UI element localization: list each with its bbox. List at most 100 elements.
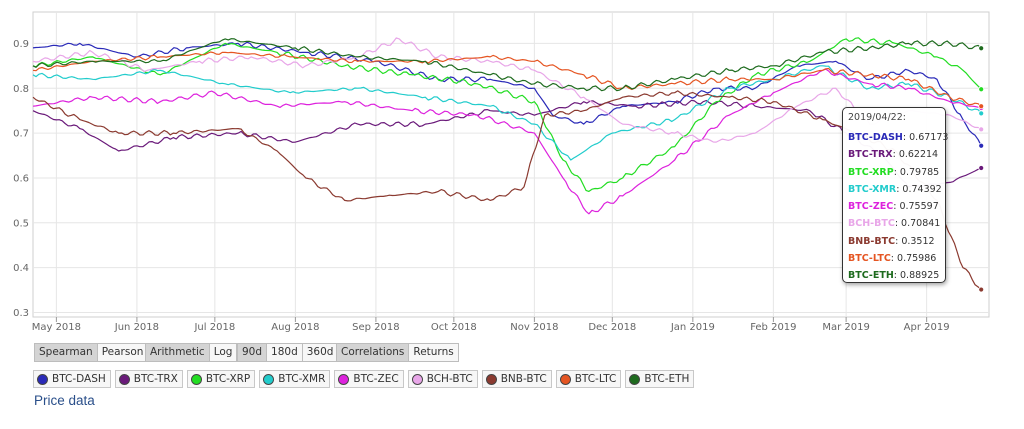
- view-toggle: Correlations Returns: [336, 343, 459, 362]
- y-tick-label: 0.7: [13, 129, 29, 140]
- price-data-link[interactable]: Price data: [34, 393, 95, 408]
- y-tick-label: 0.9: [13, 39, 29, 50]
- y-tick-label: 0.3: [13, 308, 29, 319]
- tooltip-series-value: 0.70841: [901, 218, 941, 230]
- log-button[interactable]: Log: [209, 344, 237, 361]
- series-line-btc-xrp: [32, 37, 982, 192]
- x-tick-label: Jun 2018: [114, 322, 159, 333]
- tooltip-series-name: BTC-XRP: [848, 166, 894, 178]
- series-marker-btc-trx: [978, 165, 985, 171]
- x-tick-label: Oct 2018: [431, 322, 477, 333]
- tooltip-series-name: BTC-XMR: [848, 183, 897, 195]
- legend-label: BCH-BTC: [426, 373, 473, 385]
- tooltip-series-value: 0.75597: [899, 201, 939, 213]
- tooltip-series-name: BTC-ETH: [848, 270, 894, 282]
- window-180d-button[interactable]: 180d: [267, 344, 303, 361]
- tooltip-series-value: 0.62214: [898, 149, 939, 161]
- x-tick-label: Jan 2019: [670, 322, 715, 333]
- legend-item-btc-trx[interactable]: BTC-TRX: [114, 370, 183, 388]
- pearson-button[interactable]: Pearson: [97, 344, 148, 361]
- window-360d-button[interactable]: 360d: [302, 344, 338, 361]
- legend-swatch: [629, 373, 641, 385]
- legend-swatch: [263, 373, 275, 385]
- method-toggle: Spearman Pearson: [34, 343, 149, 362]
- tooltip-row: BTC-ETH: 0.88925: [848, 270, 940, 282]
- y-tick-label: 0.6: [13, 173, 29, 184]
- series-line-bnb-btc: [32, 90, 982, 290]
- legend-swatch: [118, 373, 130, 385]
- tooltip-row: BTC-DASH: 0.67173: [848, 132, 949, 143]
- x-tick-label: Sep 2018: [352, 322, 399, 333]
- x-tick-label: Mar 2019: [822, 322, 870, 333]
- y-tick-label: 0.4: [13, 263, 29, 274]
- tooltip-row: BCH-BTC: 0.70841: [848, 218, 941, 230]
- tooltip-row: BTC-TRX: 0.62214: [848, 149, 939, 161]
- legend-item-btc-zec[interactable]: BTC-ZEC: [334, 370, 404, 388]
- legend-swatch: [190, 373, 202, 385]
- legend-item-btc-xrp[interactable]: BTC-XRP: [186, 370, 256, 388]
- legend-item-bnb-btc[interactable]: BNB-BTC: [481, 370, 552, 388]
- tooltip-series-name: BTC-TRX: [848, 149, 893, 161]
- returns-button[interactable]: Returns: [409, 344, 458, 361]
- series-line-btc-ltc: [32, 51, 982, 107]
- window-90d-button[interactable]: 90d: [238, 344, 268, 361]
- tooltip-row: BTC-XMR: 0.74392: [848, 183, 942, 195]
- y-tick-label: 0.8: [13, 84, 29, 95]
- series-marker-bch-btc: [978, 126, 985, 133]
- legend-swatch: [338, 373, 350, 385]
- tooltip-row: BTC-ZEC: 0.75597: [848, 201, 939, 213]
- tooltip-series-value: 0.88925: [900, 270, 940, 282]
- y-tick-label: 0.5: [13, 218, 29, 229]
- legend-swatch: [485, 373, 497, 385]
- x-tick-label: Jul 2018: [193, 322, 235, 333]
- legend-swatch: [37, 373, 48, 385]
- tooltip: 2019/04/22: BTC-DASH: 0.67173 BTC-TRX: 0.…: [842, 107, 949, 283]
- x-tick-label: Aug 2018: [271, 322, 319, 333]
- legend-label: BNB-BTC: [500, 373, 547, 385]
- x-tick-label: Feb 2019: [750, 322, 796, 333]
- legend-item-btc-eth[interactable]: BTC-ETH: [625, 370, 695, 388]
- series-marker-bnb-btc: [978, 286, 985, 293]
- tooltip-row: BNB-BTC: 0.3512: [848, 235, 935, 247]
- legend-label: BTC-TRX: [133, 373, 178, 385]
- tooltip-series-name: BTC-DASH: [848, 132, 903, 143]
- series-marker-btc-xrp: [978, 86, 985, 93]
- legend-item-btc-ltc[interactable]: BTC-LTC: [555, 370, 622, 388]
- legend-label: BTC-XMR: [278, 373, 326, 385]
- legend-swatch: [559, 373, 571, 385]
- plot-area: [32, 11, 990, 318]
- series-line-btc-xmr: [32, 65, 982, 161]
- legend-label: BTC-XRP: [205, 373, 251, 385]
- tooltip-series-name: BTC-ZEC: [848, 201, 894, 213]
- legend-label: BTC-ETH: [644, 373, 690, 385]
- correlation-chart: 0.3 0.4 0.5 0.6 0.7 0.8 0.9 May 2018 Jun 2018 Jul…: [13, 11, 990, 333]
- legend-item-btc-xmr[interactable]: BTC-XMR: [259, 370, 331, 388]
- legend-item-bch-btc[interactable]: BCH-BTC: [407, 370, 478, 388]
- legend: BTC-DASH BTC-TRX BTC-XRP BTC-XMR BTC-ZEC BCH-…: [33, 370, 695, 388]
- series-line-btc-eth: [32, 38, 982, 92]
- window-toggle: 90d 180d 360d: [237, 343, 339, 362]
- x-tick-label: Nov 2018: [510, 322, 558, 333]
- tooltip-row: BTC-LTC: 0.75986: [848, 253, 937, 265]
- tooltip-series-name: BCH-BTC: [848, 218, 895, 230]
- series-line-btc-dash: [32, 41, 982, 147]
- legend-item-btc-dash[interactable]: BTC-DASH: [33, 370, 111, 388]
- scale-toggle: Arithmetic Log: [145, 343, 238, 362]
- x-tick-label: Dec 2018: [588, 322, 636, 333]
- series-marker-btc-ltc: [978, 103, 985, 110]
- x-tick-label: May 2018: [32, 322, 81, 333]
- tooltip-date: 2019/04/22:: [848, 112, 906, 123]
- series-marker-btc-eth: [978, 45, 985, 52]
- arithmetic-button[interactable]: Arithmetic: [146, 344, 210, 361]
- tooltip-series-value: 0.67173: [909, 132, 949, 143]
- series-line-bch-btc: [32, 37, 982, 143]
- correlations-button[interactable]: Correlations: [337, 344, 410, 361]
- spearman-button[interactable]: Spearman: [35, 344, 98, 361]
- tooltip-series-name: BNB-BTC: [848, 235, 896, 247]
- tooltip-series-value: 0.79785: [899, 166, 940, 178]
- tooltip-series-value: 0.75986: [897, 253, 937, 265]
- tooltip-series-name: BTC-LTC: [848, 253, 891, 265]
- series-marker-btc-xmr: [978, 110, 985, 117]
- legend-label: BTC-ZEC: [353, 373, 399, 385]
- series-marker-btc-dash: [978, 142, 985, 149]
